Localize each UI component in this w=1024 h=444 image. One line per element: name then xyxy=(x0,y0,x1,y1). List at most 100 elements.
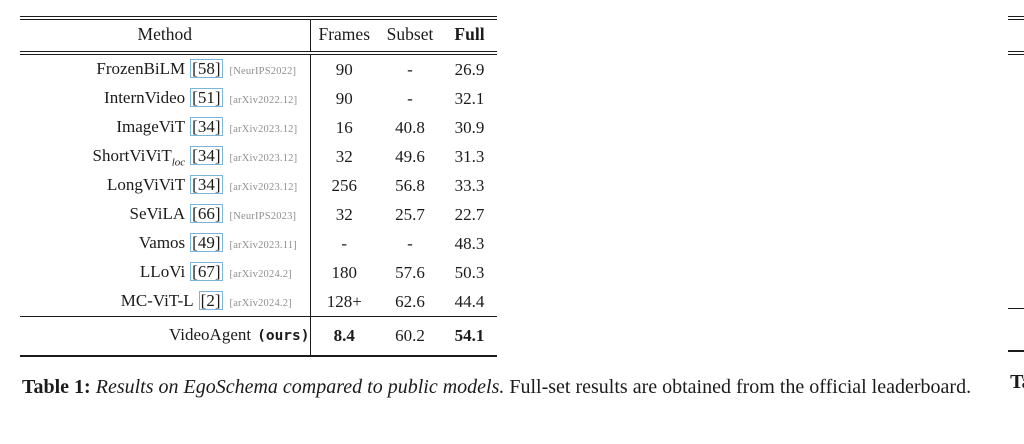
method-inner: GPT-4V[2][2023.9] xyxy=(1008,248,1024,272)
value-cell: 57.6 xyxy=(395,263,425,282)
citation-link[interactable]: [2] xyxy=(198,290,223,310)
table1: Method Frames Subset Full FrozenBiLM [58]… xyxy=(20,16,497,357)
table1-caption-rest: Full-set results are obtained from the o… xyxy=(504,376,972,398)
method-inner: InternVideo [51] [arXiv2022.12] xyxy=(20,87,310,111)
citation-link[interactable]: [34] xyxy=(190,145,223,165)
method-name: ImageViT xyxy=(116,116,186,136)
value-cell: 30.9 xyxy=(454,118,485,137)
value-cell: 32 xyxy=(335,205,353,224)
table-row: Random Chance20.020.0 xyxy=(1008,53,1024,84)
method-name: MC-ViT-L xyxy=(120,290,194,310)
citation-link[interactable]: [67] xyxy=(190,261,223,281)
venue-tag: [arXiv2024.2] xyxy=(229,268,292,280)
value-cell: 49.6 xyxy=(395,147,425,166)
method-inner: GPT-4 Turbo (blind)[2][2023.4] xyxy=(1008,216,1024,240)
table-row: ShortViViTloc [34] [arXiv2023.12] 32 49.6 31.… xyxy=(20,142,497,171)
table2-caption: Table 2: Results on EgoSchema compared t… xyxy=(1010,367,1024,397)
table-row: LLoVi [67] [arXiv2024.2] 180 57.6 50.3 xyxy=(20,258,497,287)
method-cell: Bard + PALI[34][2023.3] xyxy=(1008,180,1024,212)
ours-tag: (ours) xyxy=(257,328,310,344)
table-row: Bard + ShortViViT[34][2023.3]42.036.2 xyxy=(1008,148,1024,180)
table-row: InternVideo [51] [arXiv2022.12] 90 - 32.1 xyxy=(20,84,497,113)
method-name: FrozenBiLM xyxy=(96,58,186,78)
citation-link[interactable]: [51] xyxy=(190,87,223,107)
value-cell: 90 xyxy=(335,89,353,108)
venue-tag: [NeurIPS2023] xyxy=(229,210,297,222)
citation-link[interactable]: [34] xyxy=(190,116,223,136)
value-cell: 16 xyxy=(335,118,353,137)
value-cell: 33.3 xyxy=(454,176,485,195)
method-cell: ImageViT [34] [arXiv2023.12] xyxy=(20,113,311,142)
method-cell: FrozenBiLM [58] [NeurIPS2022] xyxy=(20,53,311,84)
table-row: Bard + ImageViT[34][2023.3]35.035.0 xyxy=(1008,116,1024,148)
method-cell: Bard + ImageViT[34][2023.3] xyxy=(1008,116,1024,148)
table2-ours-row: VideoAgent(ours) 60.2 54.1 xyxy=(1008,308,1024,351)
value-cell: 32.1 xyxy=(454,89,485,108)
method-cell: InternVideo [51] [arXiv2022.12] xyxy=(20,84,311,113)
table1-caption-italic: Results on EgoSchema compared to public … xyxy=(95,376,505,398)
table2-header-row: Model Subset Full xyxy=(1008,18,1024,55)
table1-block: Method Frames Subset Full FrozenBiLM [58]… xyxy=(20,16,973,402)
value-cell: 128+ xyxy=(326,292,362,311)
table-row: GPT-4 Turbo (blind)[2][2023.4]31.030.8 xyxy=(1008,212,1024,244)
method-name: Vamos xyxy=(138,232,186,252)
ours-method-cell: VideoAgent (ours) xyxy=(20,316,311,356)
value-cell: - xyxy=(341,234,348,253)
value-cell: 50.3 xyxy=(454,263,485,282)
paper-results-section: Method Frames Subset Full FrozenBiLM [58]… xyxy=(20,16,1024,402)
table1-caption: Table 1: Results on EgoSchema compared t… xyxy=(22,372,971,402)
table-row: SeViLA [66] [NeurIPS2023] 32 25.7 22.7 xyxy=(20,200,497,229)
method-cell: Bard only (blind)[2][2023.3] xyxy=(1008,84,1024,116)
ours-method-name: VideoAgent xyxy=(169,325,252,344)
value-cell: 44.4 xyxy=(454,292,485,311)
method-name: LLoVi xyxy=(139,261,186,281)
method-cell: Bard + ShortViViT[34][2023.3] xyxy=(1008,148,1024,180)
table-row: LongViViT [34] [arXiv2023.12] 256 56.8 33.3 xyxy=(20,171,497,200)
method-name: LongViViT xyxy=(106,174,186,194)
table-row: Bard only (blind)[2][2023.3]27.033.2 xyxy=(1008,84,1024,116)
table2-caption-label: Table 2: xyxy=(1010,371,1024,393)
value-cell: 32 xyxy=(335,147,353,166)
value-cell: - xyxy=(407,234,413,253)
table1-header-full: Full xyxy=(442,18,497,55)
venue-tag: [arXiv2023.12] xyxy=(229,123,298,135)
venue-tag: [arXiv2023.11] xyxy=(229,239,297,251)
venue-tag: [arXiv2023.12] xyxy=(229,152,298,164)
method-inner: Bard + ImageViT[34][2023.3] xyxy=(1008,120,1024,144)
method-inner: Bard only (blind)[2][2023.3] xyxy=(1008,88,1024,112)
table2: Model Subset Full Random Chance20.020.0B… xyxy=(1008,16,1024,352)
method-inner: FrozenBiLM [58] [NeurIPS2022] xyxy=(20,58,310,82)
venue-tag: [arXiv2022.12] xyxy=(229,94,298,106)
table1-header-subset: Subset xyxy=(378,18,442,55)
value-cell: 26.9 xyxy=(454,60,485,79)
method-inner: Bard + PALI[34][2023.3] xyxy=(1008,184,1024,208)
value-cell: 31.3 xyxy=(454,147,485,166)
citation-link[interactable]: [66] xyxy=(190,203,223,223)
method-cell: Vamos [49] [arXiv2023.11] xyxy=(20,229,311,258)
method-subscript: loc xyxy=(171,155,186,168)
table1-ours-row: VideoAgent (ours) 8.4 60.2 54.1 xyxy=(20,316,497,356)
table2-block: Model Subset Full Random Chance20.020.0B… xyxy=(1008,16,1024,402)
method-cell: ShortViViTloc [34] [arXiv2023.12] xyxy=(20,142,311,171)
table-row: Vamos [49] [arXiv2023.11] - - 48.3 xyxy=(20,229,497,258)
value-cell: 48.3 xyxy=(454,234,485,253)
value-cell: 22.7 xyxy=(454,205,485,224)
citation-link[interactable]: [34] xyxy=(190,174,223,194)
method-name: InternVideo xyxy=(104,87,186,107)
method-name: ShortViViTloc xyxy=(92,145,186,168)
method-inner: Vamos [49] [arXiv2023.11] xyxy=(20,232,310,256)
citation-link[interactable]: [58] xyxy=(190,58,223,78)
value-cell: - xyxy=(407,89,413,108)
value-cell: 180 xyxy=(331,263,358,282)
ours-method-cell: VideoAgent(ours) xyxy=(1008,308,1024,351)
value-cell: - xyxy=(407,60,413,79)
venue-tag: [arXiv2024.2] xyxy=(229,297,292,309)
ours-frames-value: 8.4 xyxy=(310,316,378,356)
table2-header-model: Model xyxy=(1008,18,1024,55)
method-cell: Gemini 1.0 Pro[47][2023.12] xyxy=(1008,276,1024,309)
method-cell: LLoVi [67] [arXiv2024.2] xyxy=(20,258,311,287)
method-inner: ShortViViTloc [34] [arXiv2023.12] xyxy=(20,145,310,169)
citation-link[interactable]: [49] xyxy=(190,232,223,252)
method-inner: SeViLA [66] [NeurIPS2023] xyxy=(20,203,310,227)
method-inner: Random Chance xyxy=(1008,59,1024,80)
